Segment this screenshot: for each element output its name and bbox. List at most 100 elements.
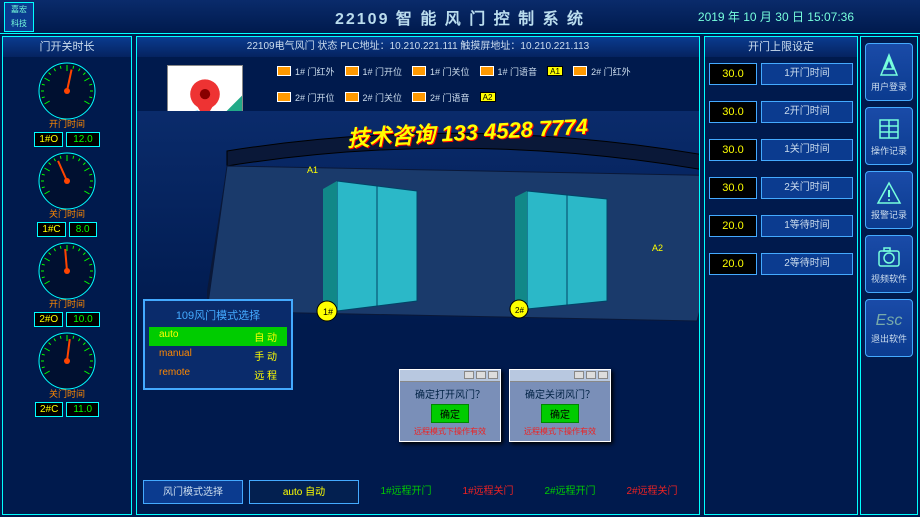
gauge-tag: 2#O [34,312,63,327]
side-alert-button[interactable]: 报警记录 [865,171,913,229]
side-label: 用户登录 [871,80,907,93]
svg-text:A2: A2 [652,243,663,253]
gauge-value: 10.0 [66,312,99,327]
confirm-dialog-1: 确定关闭风门？ 确定远程模式下操作有效 [509,369,611,442]
limit-value[interactable]: 20.0 [709,215,757,237]
limit-label: 1关门时间 [761,139,853,161]
side-book-button[interactable]: 操作记录 [865,107,913,165]
left-header: 门开关时长 [3,37,131,57]
indicator-item: 1# 门开位 [345,61,403,81]
limit-item: 20.02等待时间 [709,253,853,275]
limit-label: 1开门时间 [761,63,853,85]
gauge-tag: 1#C [37,222,65,237]
lamp-icon [277,92,291,102]
limit-value[interactable]: 30.0 [709,63,757,85]
indicator-item: 1# 门红外 [277,61,335,81]
limit-label: 2等待时间 [761,253,853,275]
max-icon[interactable] [586,371,596,379]
limit-label: 2关门时间 [761,177,853,199]
mode-row-manual[interactable]: manual手 动 [149,346,287,365]
mode-row-remote[interactable]: remote远 程 [149,365,287,384]
min-icon[interactable] [464,371,474,379]
indicator-item: 2# 门语音 [412,87,470,107]
mode-title: 109风门模式选择 [149,307,287,323]
remote-button[interactable]: 2#远程开门 [529,482,611,502]
limit-item: 30.02关门时间 [709,177,853,199]
svg-text:2#: 2# [515,306,524,315]
close-icon[interactable] [488,371,498,379]
lamp-icon [412,92,426,102]
confirm-dialog-0: 确定打开风门？ 确定远程模式下操作有效 [399,369,501,442]
status-bar: 22109电气风门 状态 PLC地址：10.210.221.111 触摸屏地址：… [137,37,699,57]
side-camera-button[interactable]: 视频软件 [865,235,913,293]
side-label: 视频软件 [871,272,907,285]
dialog-question: 确定关闭风门？ [514,386,606,401]
svg-text:A1: A1 [307,165,318,175]
gauge-0 [37,61,97,121]
limit-value[interactable]: 30.0 [709,101,757,123]
dialog-warn: 远程模式下操作有效 [514,426,606,437]
mode-select-button[interactable]: 风门模式选择 [143,480,243,504]
side-label: 退出软件 [871,332,907,345]
lamp-icon [412,66,426,76]
gauge-value: 8.0 [69,222,97,237]
limit-value[interactable]: 30.0 [709,139,757,161]
alert-icon [876,180,902,206]
indicator-item: 1# 门语音 [480,61,538,81]
book-icon [876,116,902,142]
lamp-icon [345,92,359,102]
indicator-item: 1# 门关位 [412,61,470,81]
gauge-tag: 1#O [34,132,63,147]
limit-item: 30.01开门时间 [709,63,853,85]
remote-button[interactable]: 1#远程开门 [365,482,447,502]
camera-icon [876,244,902,270]
dialog-question: 确定打开风门？ [404,386,496,401]
limit-label: 2开门时间 [761,101,853,123]
dialog-warn: 远程模式下操作有效 [404,426,496,437]
lamp-icon [573,66,587,76]
user-icon [876,52,902,78]
limit-label: 1等待时间 [761,215,853,237]
gauge-tag: 2#C [35,402,63,417]
side-label: 操作记录 [871,144,907,157]
header: 嘉宏科技 22109 智 能 风 门 控 制 系 统 2019 年 10 月 3… [0,0,920,34]
indicator-item: 2# 门开位 [277,87,335,107]
gauge-value: 12.0 [66,132,99,147]
limit-item: 30.02开门时间 [709,101,853,123]
mode-dialog: 109风门模式选择 auto自 动manual手 动remote远 程 [143,299,293,390]
lamp-icon [277,66,291,76]
lamp-icon [345,66,359,76]
gauge-2 [37,241,97,301]
gauge-1 [37,151,97,211]
min-icon[interactable] [574,371,584,379]
remote-button[interactable]: 1#远程关门 [447,482,529,502]
limit-item: 20.01等待时间 [709,215,853,237]
side-toolbar: 用户登录操作记录报警记录视频软件 Esc 退出软件 [860,36,918,515]
side-esc-button[interactable]: Esc 退出软件 [865,299,913,357]
right-header: 开门上限设定 [705,37,857,57]
right-panel: 开门上限设定 30.01开门时间30.02开门时间30.01关门时间30.02关… [704,36,858,515]
center-panel: 22109电气风门 状态 PLC地址：10.210.221.111 触摸屏地址：… [136,36,700,515]
limit-item: 30.01关门时间 [709,139,853,161]
indicator-item: 2# 门关位 [345,87,403,107]
tunnel-scene: 1# 2# A1 A2 技术咨询 133 4528 7774 109风门模式选择 [137,111,699,470]
limit-value[interactable]: 20.0 [709,253,757,275]
indicator-badge: A2 [480,87,496,107]
ok-button[interactable]: 确定 [431,404,469,423]
esc-icon: Esc [876,312,903,330]
max-icon[interactable] [476,371,486,379]
logo: 嘉宏科技 [4,2,34,32]
gauge-3 [37,331,97,391]
left-panel: 门开关时长 开门时间1#O12.0关门时间1#C8.0开门时间2#O10.0关门… [2,36,132,515]
bottom-bar: 风门模式选择 auto 自动 1#远程开门1#远程关门2#远程开门2#远程关门 [137,470,699,514]
side-user-button[interactable]: 用户登录 [865,43,913,101]
close-icon[interactable] [598,371,608,379]
mode-row-auto[interactable]: auto自 动 [149,327,287,346]
remote-button[interactable]: 2#远程关门 [611,482,693,502]
indicator-item: 2# 门红外 [573,61,631,81]
mode-current: auto 自动 [249,480,359,504]
ok-button[interactable]: 确定 [541,404,579,423]
limit-value[interactable]: 30.0 [709,177,757,199]
datetime: 2019 年 10 月 30 日 15:07:36 [698,8,854,25]
lamp-icon [480,66,494,76]
